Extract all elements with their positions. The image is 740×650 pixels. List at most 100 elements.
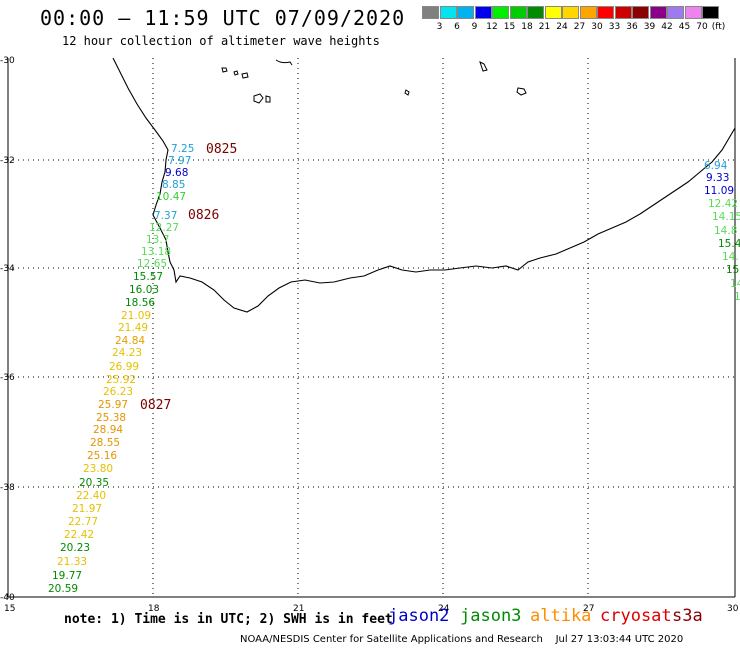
satellite-legend-jason3: jason3 <box>460 606 522 626</box>
satellite-legend-cryosat: cryosat <box>600 606 672 626</box>
colorbar-tick-label: 12 <box>486 22 498 32</box>
colorbar-tick-label: 24 <box>556 22 568 32</box>
colorbar-swatch <box>702 6 719 19</box>
colorbar-swatch <box>649 6 667 19</box>
colorbar-tick-label: 15 <box>503 22 516 32</box>
colorbar-swatch <box>614 6 632 19</box>
colorbar-swatch <box>422 6 439 19</box>
page-subtitle: 12 hour collection of altimeter wave hei… <box>62 34 380 48</box>
wave-height-label: 20.23 <box>60 542 91 554</box>
wave-height-label: 12.42 <box>708 198 739 210</box>
colorbar-tick-label: 6 <box>454 22 460 32</box>
wave-height-label: 14 <box>730 278 740 290</box>
wave-height-label: 21.09 <box>121 310 152 322</box>
colorbar-swatch <box>632 6 649 19</box>
wave-height-label: 11.09 <box>704 185 735 197</box>
wave-height-label: 9.33 <box>706 172 730 184</box>
wave-height-label: 7.25 <box>171 143 195 155</box>
colorbar-swatch <box>544 6 562 19</box>
wave-height-label: 25.16 <box>87 450 118 462</box>
satellite-legend-jason2: jason2 <box>388 606 450 626</box>
colorbar-tick-label: 70 <box>696 22 708 32</box>
wave-height-label: 15. <box>726 264 740 276</box>
wave-height-label: 21.33 <box>57 556 88 568</box>
colorbar-tick-label: 27 <box>573 22 586 32</box>
wave-height-label: 19.77 <box>52 570 83 582</box>
wave-height-label: 25.92 <box>106 374 137 386</box>
colorbar-swatch <box>457 6 474 19</box>
wave-height-label: 8.85 <box>162 179 186 191</box>
page-title: 00:00 – 11:59 UTC 07/09/2020 <box>40 6 406 30</box>
longitude-tick-label: 15 <box>4 604 16 614</box>
wave-height-label: 6.94 <box>704 160 728 172</box>
wave-height-label: 20.59 <box>48 583 79 595</box>
wave-height-label: 13.7 <box>146 234 170 246</box>
latitude-tick-label: -38 <box>0 483 15 493</box>
wave-height-label: 18.56 <box>125 297 156 309</box>
wave-height-label: 25.97 <box>98 399 129 411</box>
wave-height-label: 24.23 <box>112 347 143 359</box>
graticule <box>8 58 735 597</box>
wave-height-label: 7.37 <box>154 210 178 222</box>
wave-height-label: 22.77 <box>68 516 99 528</box>
colorbar-swatch <box>684 6 702 19</box>
satellite-legend-altika: altika <box>530 606 592 626</box>
wave-height-label: 14.8 <box>714 225 738 237</box>
longitude-tick-label: 27 <box>583 604 595 614</box>
pass-time-label: 0826 <box>188 208 220 223</box>
latitude-tick-label: -30 <box>0 56 15 66</box>
colorbar-tick-label: 21 <box>538 22 551 32</box>
wave-height-label: 15.4 <box>718 238 740 250</box>
wave-height-label: 28.94 <box>93 424 124 436</box>
wave-height-label: 22.40 <box>76 490 107 502</box>
wave-height-label: 12.27 <box>149 222 180 234</box>
colorbar-tick-label: 18 <box>521 22 533 32</box>
islands <box>221 59 527 104</box>
colorbar-swatch <box>509 6 527 19</box>
wave-height-label: 26.23 <box>103 386 134 398</box>
satellite-legend-s3a: s3a <box>672 606 703 626</box>
colorbar-unit-label: (ft) <box>711 22 726 32</box>
wave-height-label: 21.97 <box>72 503 103 515</box>
wave-height-label: 23.80 <box>83 463 114 475</box>
wave-height-label: 13.18 <box>141 246 172 258</box>
wave-height-label: 24.84 <box>115 335 146 347</box>
longitude-tick-label: 21 <box>293 604 305 614</box>
colorbar-tick-label: 36 <box>626 22 638 32</box>
credit-line: NOAA/NESDIS Center for Satellite Applica… <box>240 634 684 645</box>
wave-height-label: 21.49 <box>118 322 149 334</box>
wave-height-label: 15.57 <box>133 271 164 283</box>
latitude-tick-label: -34 <box>0 264 15 274</box>
latitude-tick-label: -36 <box>0 373 15 383</box>
colorbar-swatch <box>579 6 597 19</box>
wave-height-label: 16.03 <box>129 284 160 296</box>
longitude-tick-label: 18 <box>148 604 160 614</box>
wave-height-label: 25.38 <box>96 412 127 424</box>
colorbar-swatch <box>667 6 684 19</box>
latitude-tick-label: -40 <box>0 593 15 603</box>
wave-height-label: 14.15 <box>712 211 740 223</box>
wave-height-label: 7.97 <box>168 155 192 167</box>
map-frame <box>7 58 736 598</box>
colorbar-swatch <box>597 6 614 19</box>
colorbar-tick-label: 45 <box>678 22 691 32</box>
wave-height-label: 14. <box>722 251 739 263</box>
colorbar-tick-label: 30 <box>591 22 603 32</box>
colorbar-swatch <box>527 6 544 19</box>
colorbar-tick-label: 3 <box>436 22 443 32</box>
pass-time-label: 0827 <box>140 398 172 413</box>
colorbar-swatch <box>562 6 579 19</box>
longitude-tick-label: 24 <box>438 604 450 614</box>
colorbar-tick-label: 9 <box>471 22 478 32</box>
colorbar-tick-label: 39 <box>643 22 656 32</box>
wave-height-label: 12.65 <box>137 258 168 270</box>
wave-height-label: 10.47 <box>156 191 187 203</box>
wave-height-label: 20.35 <box>79 477 110 489</box>
pass-time-label: 0825 <box>206 142 238 157</box>
colorbar-tick-label: 42 <box>661 22 673 32</box>
colorbar-swatch <box>439 6 457 19</box>
colorbar-swatch <box>474 6 492 19</box>
footnote: note: 1) Time is in UTC; 2) SWH is in fe… <box>64 612 393 627</box>
longitude-tick-label: 30 <box>727 604 739 614</box>
